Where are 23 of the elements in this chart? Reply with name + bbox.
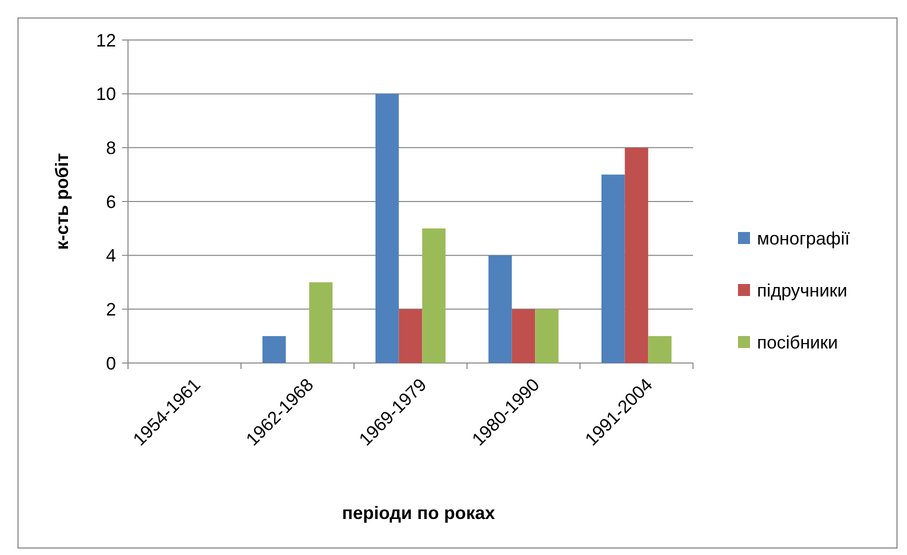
bar (512, 309, 536, 363)
bar (624, 148, 648, 363)
legend-label: підручники (757, 280, 848, 300)
y-tick-label: 2 (106, 299, 116, 320)
y-tick-label: 12 (96, 30, 116, 50)
bar (601, 174, 625, 363)
bar (398, 309, 422, 363)
y-tick-label: 0 (106, 353, 116, 374)
bar (422, 228, 446, 363)
y-tick-label: 6 (106, 192, 116, 212)
y-tick-label: 4 (106, 246, 116, 266)
bar (375, 94, 399, 363)
y-tick-label: 10 (96, 84, 116, 104)
bar (488, 255, 512, 363)
bar (648, 336, 672, 363)
bar (535, 309, 559, 363)
legend-label: монографії (757, 228, 850, 248)
y-axis-title: к-сть робіт (52, 152, 72, 250)
y-tick-label: 8 (106, 138, 116, 158)
legend-label: посібники (757, 332, 838, 352)
x-axis-title: періоди по роках (342, 503, 496, 523)
bar (262, 336, 286, 363)
bar (309, 282, 333, 363)
